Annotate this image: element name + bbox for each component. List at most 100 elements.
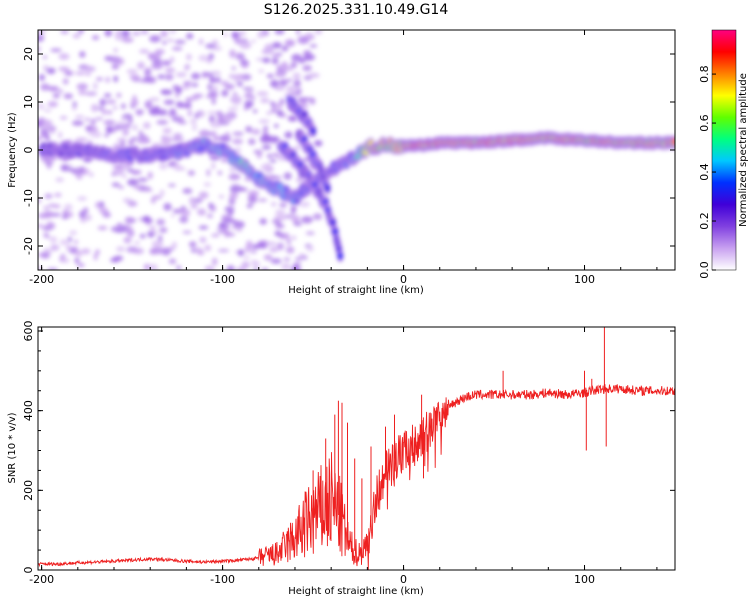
snr-ylabel: SNR (10 * v/v) <box>7 412 18 483</box>
noise-blob <box>193 197 203 204</box>
noise-blob <box>123 236 132 244</box>
noise-blob <box>171 46 183 51</box>
noise-blob <box>305 231 315 235</box>
noise-blob <box>223 229 231 238</box>
noise-blob <box>290 61 298 69</box>
noise-blob <box>301 57 313 61</box>
noise-blob <box>55 177 64 183</box>
noise-blob <box>139 49 150 54</box>
noise-blob <box>263 254 273 261</box>
noise-blob <box>112 164 124 169</box>
noise-blob <box>218 195 224 199</box>
noise-blob <box>38 103 45 110</box>
noise-blob <box>252 260 261 268</box>
y-tick-label: 400 <box>22 400 35 421</box>
noise-blob <box>147 171 153 180</box>
noise-blob <box>132 185 142 190</box>
noise-blob <box>241 261 251 269</box>
noise-blob <box>274 86 285 91</box>
noise-blob <box>215 76 221 83</box>
noise-blob <box>293 222 303 227</box>
noise-blob <box>147 231 155 238</box>
noise-blob <box>164 73 174 81</box>
noise-haze <box>38 30 323 270</box>
noise-blob <box>223 32 228 37</box>
noise-blob <box>261 267 269 270</box>
noise-blob <box>122 174 127 179</box>
noise-blob <box>274 30 285 35</box>
noise-blob <box>83 66 96 72</box>
noise-blob <box>270 258 282 264</box>
noise-blob <box>77 196 87 202</box>
noise-blob <box>131 169 142 175</box>
spectrogram-heatmap <box>38 30 675 270</box>
colorbar-tick-label: 0.0 <box>698 261 711 279</box>
noise-blob <box>205 43 217 49</box>
noise-blob <box>204 265 215 270</box>
x-tick-label: -200 <box>29 273 54 286</box>
noise-blob <box>120 140 125 149</box>
noise-blob <box>149 225 156 232</box>
noise-blob <box>201 72 213 77</box>
noise-blob <box>40 83 50 91</box>
noise-blob <box>175 72 187 78</box>
noise-blob <box>229 192 239 200</box>
noise-blob <box>159 227 168 234</box>
noise-blob <box>211 97 216 105</box>
noise-blob <box>42 55 48 59</box>
noise-blob <box>221 219 234 223</box>
noise-blob <box>283 172 292 180</box>
noise-blob <box>306 245 314 252</box>
noise-blob <box>50 126 55 135</box>
noise-blob <box>160 89 173 95</box>
noise-blob <box>53 204 61 209</box>
noise-blob <box>231 31 238 40</box>
noise-blob <box>121 116 129 121</box>
noise-blob <box>199 236 207 243</box>
noise-blob <box>182 188 193 194</box>
noise-blob <box>281 45 289 52</box>
noise-blob <box>276 64 282 71</box>
noise-blob <box>218 223 224 229</box>
noise-blob <box>231 66 236 71</box>
noise-blob <box>297 36 310 45</box>
noise-blob <box>297 97 308 104</box>
noise-blob <box>277 234 285 238</box>
noise-blob <box>138 130 143 138</box>
y-tick-label: 10 <box>22 95 35 109</box>
noise-blob <box>104 30 113 37</box>
noise-blob <box>208 202 213 209</box>
noise-blob <box>169 245 178 249</box>
noise-blob <box>252 109 258 113</box>
noise-blob <box>174 93 180 99</box>
ridge-core <box>324 184 331 192</box>
noise-blob <box>149 248 157 255</box>
noise-blob <box>244 92 254 99</box>
noise-blob <box>126 246 138 253</box>
noise-blob <box>89 172 94 177</box>
noise-blob <box>250 250 257 254</box>
noise-blob <box>236 81 243 87</box>
noise-blob <box>130 98 139 107</box>
noise-blob <box>314 30 323 35</box>
spectrogram-ylabel: Frequency (Hz) <box>7 112 18 188</box>
noise-blob <box>256 91 269 97</box>
noise-blob <box>79 51 86 58</box>
noise-blob <box>273 124 279 128</box>
noise-blob <box>217 249 230 253</box>
noise-blob <box>116 92 122 98</box>
noise-blob <box>253 267 258 270</box>
noise-blob <box>68 168 75 172</box>
noise-blob <box>302 255 308 260</box>
noise-blob <box>235 52 245 61</box>
noise-blob <box>209 75 215 84</box>
noise-blob <box>274 213 287 222</box>
noise-blob <box>241 63 249 69</box>
x-tick-label: 100 <box>574 273 595 286</box>
ridge-core <box>337 252 343 260</box>
spectrogram-xlabel: Height of straight line (km) <box>288 285 424 296</box>
noise-blob <box>239 41 252 49</box>
colorbar-tick-label: 0.6 <box>698 114 711 131</box>
noise-blob <box>43 210 54 219</box>
noise-blob <box>172 84 180 90</box>
